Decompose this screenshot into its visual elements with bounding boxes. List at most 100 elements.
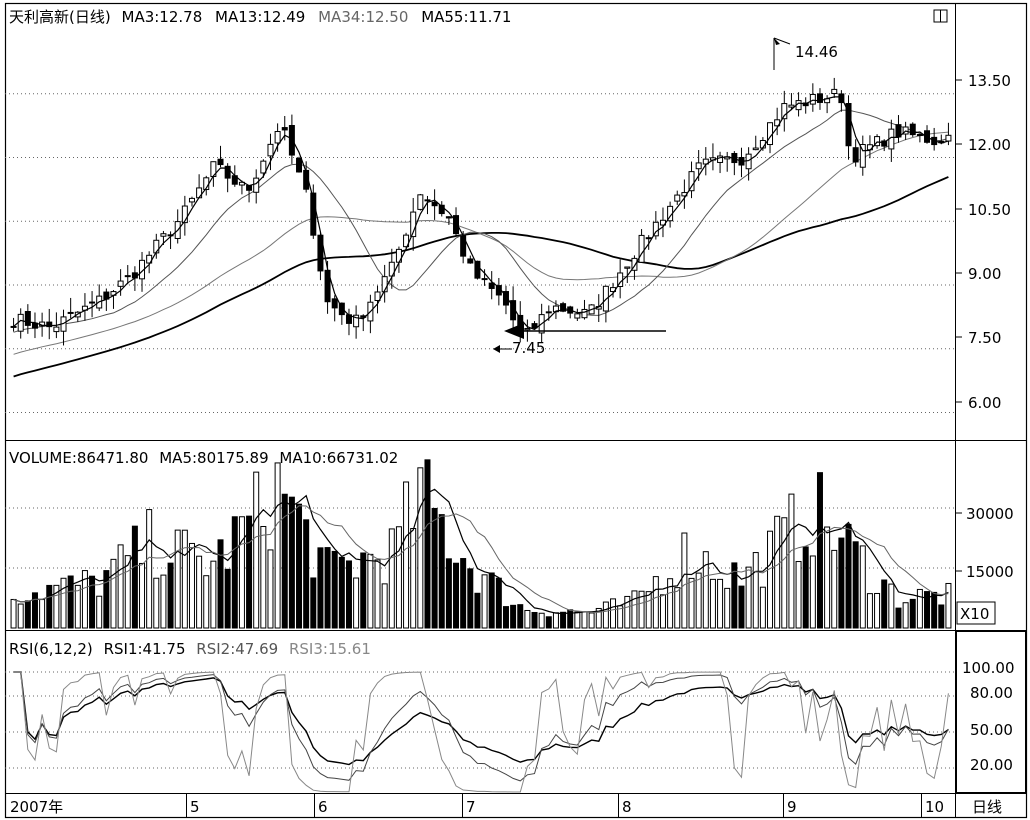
candle-body <box>196 187 203 199</box>
candle-body <box>859 144 866 168</box>
volume-bar <box>24 600 31 629</box>
rsi1-series <box>13 671 949 782</box>
volume-bar <box>781 517 788 629</box>
volume-bar <box>774 515 781 629</box>
volume-bar <box>545 616 552 629</box>
candle-body <box>809 93 816 105</box>
candle-body <box>317 234 324 272</box>
candle-body <box>310 192 317 236</box>
volume-bar <box>695 572 702 629</box>
x-label: 2007年 <box>10 798 63 816</box>
ma55-line <box>13 176 949 378</box>
candle-body <box>560 303 567 312</box>
volume-bar <box>181 529 188 629</box>
high-annotation: 14.46 <box>773 37 838 70</box>
volume-bar <box>17 603 24 629</box>
candle-body <box>624 266 631 269</box>
candle-body <box>17 313 24 332</box>
volume-bar <box>602 601 609 629</box>
volume-bar <box>367 553 374 629</box>
candle-body <box>531 323 538 329</box>
candle-body <box>67 311 74 314</box>
candle-body <box>816 93 823 103</box>
price-tick-label: 7.50 <box>968 329 1001 347</box>
candle-body <box>374 291 381 301</box>
price-tick-label: 12.00 <box>968 136 1011 154</box>
volume-bar <box>752 552 759 629</box>
candle-body <box>674 194 681 202</box>
volume-bar <box>167 562 174 629</box>
volume-bar <box>60 577 67 629</box>
rsi-tick-label: 100.00 <box>962 659 1015 677</box>
volume-bar <box>117 544 124 629</box>
candle-body <box>467 258 474 264</box>
volume-bar <box>360 552 367 629</box>
volume-bar <box>110 558 117 629</box>
volume-bar <box>759 586 766 629</box>
candle-body <box>688 171 695 192</box>
volume-bar <box>624 595 631 629</box>
volume-bar <box>674 587 681 629</box>
ma3-line <box>13 96 949 331</box>
candle-body <box>881 140 888 147</box>
candle-body <box>224 165 231 179</box>
volume-bar <box>196 555 203 629</box>
candle-body <box>852 147 859 163</box>
volume-bar <box>188 542 195 629</box>
x-label: 10 <box>925 798 944 816</box>
rsi2-series <box>13 671 949 766</box>
chart-frame <box>4 2 1028 819</box>
bottom-arrow-icon <box>504 323 524 339</box>
volume-bar <box>431 507 438 629</box>
candle-body <box>10 325 17 328</box>
price-tick-label: 13.50 <box>968 72 1011 90</box>
volume-bar <box>131 525 138 629</box>
volume-ma-lines <box>13 488 949 615</box>
volume-bar <box>595 607 602 629</box>
volume-bar <box>46 584 53 629</box>
volume-bar <box>331 550 338 629</box>
volume-bar <box>481 574 488 629</box>
price-gridlines <box>5 93 955 413</box>
x-label: 7 <box>466 798 476 816</box>
volume-bar <box>160 574 167 629</box>
volume-bar <box>916 588 923 629</box>
price-header: 天利高新(日线) MA3:12.78 MA13:12.49 MA34:12.50… <box>9 8 511 26</box>
volume-bar <box>852 541 859 629</box>
rsi3-series <box>13 671 949 793</box>
volume-bar <box>39 599 46 629</box>
volume-bar <box>631 590 638 629</box>
volume-bar <box>445 558 452 629</box>
volume-bar <box>10 598 17 629</box>
volume-bar <box>238 516 245 629</box>
volume-bar <box>281 493 288 629</box>
period-label[interactable]: 日线 <box>972 798 1002 816</box>
x-label: 6 <box>318 798 328 816</box>
volume-y-axis: 30000 15000 X10 <box>955 505 1014 625</box>
candle-body <box>296 157 303 173</box>
volume-bar <box>495 577 502 629</box>
volume-bar <box>588 612 595 629</box>
ma34-series <box>13 131 949 355</box>
candle-body <box>445 216 452 219</box>
volume-bar <box>324 547 331 629</box>
volume-bar <box>709 578 716 629</box>
candle-body <box>831 88 838 95</box>
volume-bar <box>531 611 538 629</box>
volume-bar <box>81 570 88 629</box>
high-label: 14.46 <box>795 43 838 61</box>
volume-bar <box>388 528 395 629</box>
volume-bar <box>488 572 495 629</box>
candle-body <box>424 199 431 202</box>
candle-body <box>645 237 652 240</box>
volume-header: VOLUME:86471.80 MA5:80175.89 MA10:66731.… <box>9 449 398 467</box>
price-tick-label: 6.00 <box>968 394 1001 412</box>
volume-bar <box>203 575 210 629</box>
volume-bar <box>767 530 774 629</box>
ma55-series <box>13 176 949 378</box>
volume-bar <box>153 577 160 629</box>
candle-body <box>46 321 53 328</box>
volume-bar <box>745 566 752 629</box>
candle-body <box>652 221 659 237</box>
candle-body <box>188 197 195 203</box>
